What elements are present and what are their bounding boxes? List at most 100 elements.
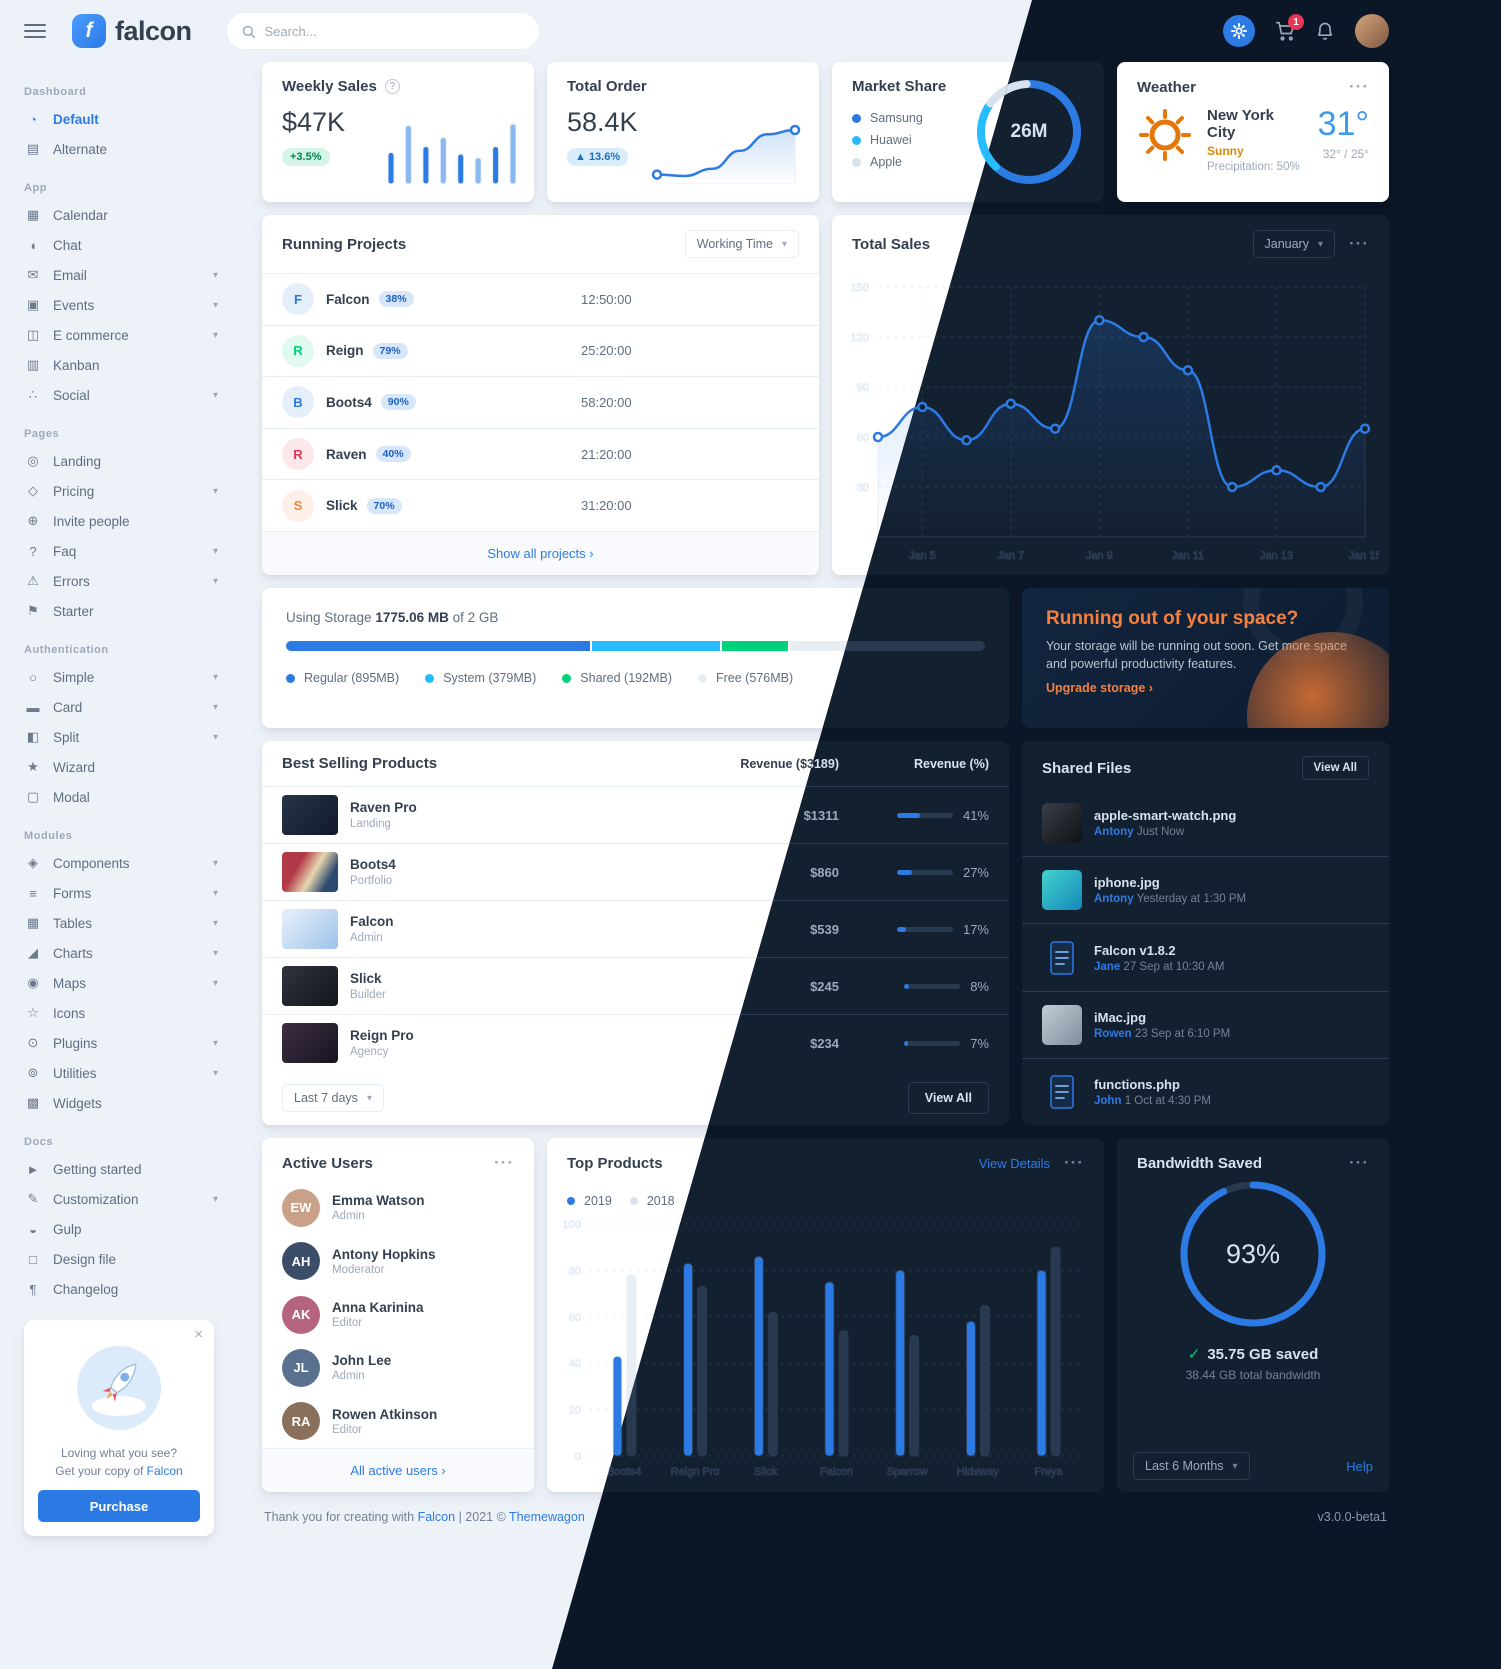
file-time: 1 Oct at 4:30 PM (1124, 1094, 1211, 1107)
file-owner-link[interactable]: Jane (1094, 960, 1121, 973)
sidebar-item-invite-people[interactable]: ⊕Invite people (24, 506, 218, 536)
sidebar-item-landing[interactable]: ◎Landing (24, 446, 218, 476)
bell-icon[interactable] (1315, 21, 1335, 41)
sidebar-item-pricing[interactable]: ◇Pricing▾ (24, 476, 218, 506)
sidebar-item-label: Default (53, 111, 99, 127)
regular-dot (286, 673, 295, 683)
file-time: 27 Sep at 10:30 AM (1123, 960, 1225, 973)
card-title: Best Selling Products (282, 755, 438, 772)
sidebar-item-design-file[interactable]: □Design file (24, 1244, 218, 1274)
sidebar-item-starter[interactable]: ⚑Starter (24, 596, 218, 626)
period-select[interactable]: Last 6 Months▾ (1133, 1452, 1250, 1480)
sidebar-item-tables[interactable]: ▦Tables▾ (24, 908, 218, 938)
sidebar-item-errors[interactable]: ⚠Errors▾ (24, 566, 218, 596)
sidebar-item-chat[interactable]: ◖Chat (24, 230, 218, 260)
shopping-cart-icon: ◫ (26, 327, 40, 342)
sidebar-item-charts[interactable]: ◢Charts▾ (24, 938, 218, 968)
month-select[interactable]: January▾ (1252, 230, 1336, 258)
more-menu-icon[interactable]: ··· (494, 1153, 514, 1172)
project-list: F Falcon 38% 12:50:00 R Reign 79% 25:20:00… (262, 274, 819, 531)
huawei-dot (852, 135, 861, 145)
file-owner-link[interactable]: John (1094, 1094, 1122, 1107)
sidebar-item-kanban[interactable]: ▥Kanban (24, 350, 218, 380)
sidebar-item-icons[interactable]: ☆Icons (24, 998, 218, 1028)
sidebar-item-email[interactable]: ✉Email▾ (24, 260, 218, 290)
footer-themewagon-link[interactable]: Themewagon (509, 1510, 585, 1524)
all-active-users-link[interactable]: All active users › (262, 1448, 534, 1492)
cart-icon[interactable]: 1 (1275, 14, 1304, 41)
sidebar-item-alternate[interactable]: ▤ Alternate (24, 134, 218, 164)
search-box[interactable] (225, 12, 540, 50)
view-all-button[interactable]: View All (907, 1082, 989, 1114)
help-link[interactable]: Help (1346, 1458, 1373, 1474)
sidebar-item-simple[interactable]: ○Simple▾ (24, 662, 218, 692)
sidebar-item-plugins[interactable]: ⊙Plugins▾ (24, 1028, 218, 1058)
sidebar-item-components[interactable]: ◈Components▾ (24, 848, 218, 878)
show-all-projects-link[interactable]: Show all projects › (262, 531, 819, 575)
project-percent-badge: 70% (366, 497, 402, 514)
revenue-progress-bar (896, 926, 953, 932)
more-menu-icon[interactable]: ··· (1064, 1153, 1084, 1172)
sidebar-item-changelog[interactable]: ¶Changelog (24, 1274, 218, 1304)
sidebar-item-card[interactable]: ▬Card▾ (24, 692, 219, 722)
user-avatar[interactable] (1355, 14, 1389, 48)
project-row: B Boots4 90% 58:20:00 (262, 377, 819, 429)
circle-icon: ○ (29, 669, 37, 685)
sidebar-item-wizard[interactable]: ★Wizard (24, 752, 218, 782)
file-owner-link[interactable]: Antony (1094, 826, 1134, 839)
sidebar-item-default[interactable]: ◔ Default (24, 104, 218, 134)
file-document-icon (1042, 1072, 1082, 1112)
check-icon: ✓ (1187, 1346, 1201, 1363)
user-name: Anna Karinina (332, 1300, 424, 1316)
more-menu-icon[interactable]: ··· (1349, 1153, 1369, 1172)
file-name: functions.php (1094, 1076, 1180, 1092)
purchase-button[interactable]: Purchase (38, 1490, 200, 1522)
search-input[interactable] (264, 23, 525, 39)
file-owner-link[interactable]: Rowen (1094, 1027, 1132, 1040)
sidebar-item-customization[interactable]: ✎Customization▾ (24, 1184, 218, 1214)
wrench-icon: ✎ (27, 1191, 39, 1206)
project-row: R Reign 79% 25:20:00 (262, 326, 819, 378)
upgrade-storage-link[interactable]: Upgrade storage › (1046, 681, 1153, 696)
close-icon[interactable]: × (194, 1326, 203, 1343)
svg-text:0: 0 (575, 1451, 581, 1463)
sidebar-item-widgets[interactable]: ▩Widgets (24, 1088, 218, 1118)
sidebar-item-gulp[interactable]: ◒Gulp (24, 1214, 218, 1244)
storage-label: Using Storage (286, 610, 372, 625)
brand-logo[interactable]: f falcon (72, 14, 192, 48)
cart-badge: 1 (1288, 14, 1304, 30)
sidebar-item-forms[interactable]: ≡Forms▾ (24, 878, 218, 908)
info-icon[interactable]: ? (384, 79, 400, 94)
sidebar-item-modal[interactable]: ▢Modal (24, 782, 218, 812)
sidebar-item-events[interactable]: ▣Events▾ (24, 290, 218, 320)
promo-falcon-link[interactable]: Falcon (146, 1464, 183, 1478)
more-menu-icon[interactable]: ··· (1349, 234, 1369, 253)
sidebar-item-faq[interactable]: ?Faq▾ (24, 536, 218, 566)
chevron-down-icon: ▾ (212, 485, 218, 497)
more-menu-icon[interactable]: ··· (1349, 77, 1369, 96)
sidebar-item-maps[interactable]: ◉Maps▾ (24, 968, 218, 998)
sidebar-item-getting-started[interactable]: ►Getting started (24, 1154, 218, 1184)
sidebar-item-social[interactable]: ∴Social▾ (24, 380, 218, 410)
view-details-link[interactable]: View Details (978, 1155, 1051, 1171)
product-name: Boots4 (350, 857, 396, 872)
sidebar-item-utilities[interactable]: ⊚Utilities▾ (24, 1058, 218, 1088)
view-all-button[interactable]: View All (1301, 756, 1369, 780)
date-range-select[interactable]: Last 7 days▾ (282, 1084, 384, 1112)
map-icon: ◉ (27, 975, 39, 990)
sidebar-item-calendar[interactable]: ▦Calendar (24, 200, 218, 230)
sidebar-section-docs: Docs ►Getting started ✎Customization▾ ◒G… (24, 1130, 218, 1304)
menu-toggle-icon[interactable] (24, 18, 46, 44)
svg-text:Jan 9: Jan 9 (1086, 550, 1113, 562)
flag-icon: ⚑ (27, 603, 39, 618)
sidebar-item-split[interactable]: ◧Split▾ (24, 722, 218, 752)
footer-falcon-link[interactable]: Falcon (417, 1510, 456, 1524)
rocket-icon: ► (26, 1161, 40, 1177)
working-time-select[interactable]: Working Time▾ (684, 230, 799, 258)
sidebar-item-ecommerce[interactable]: ◫E commerce▾ (24, 320, 218, 350)
settings-gear-icon[interactable] (1223, 15, 1255, 47)
file-owner-link[interactable]: Antony (1094, 893, 1134, 906)
svg-text:Jan 7: Jan 7 (997, 550, 1024, 562)
